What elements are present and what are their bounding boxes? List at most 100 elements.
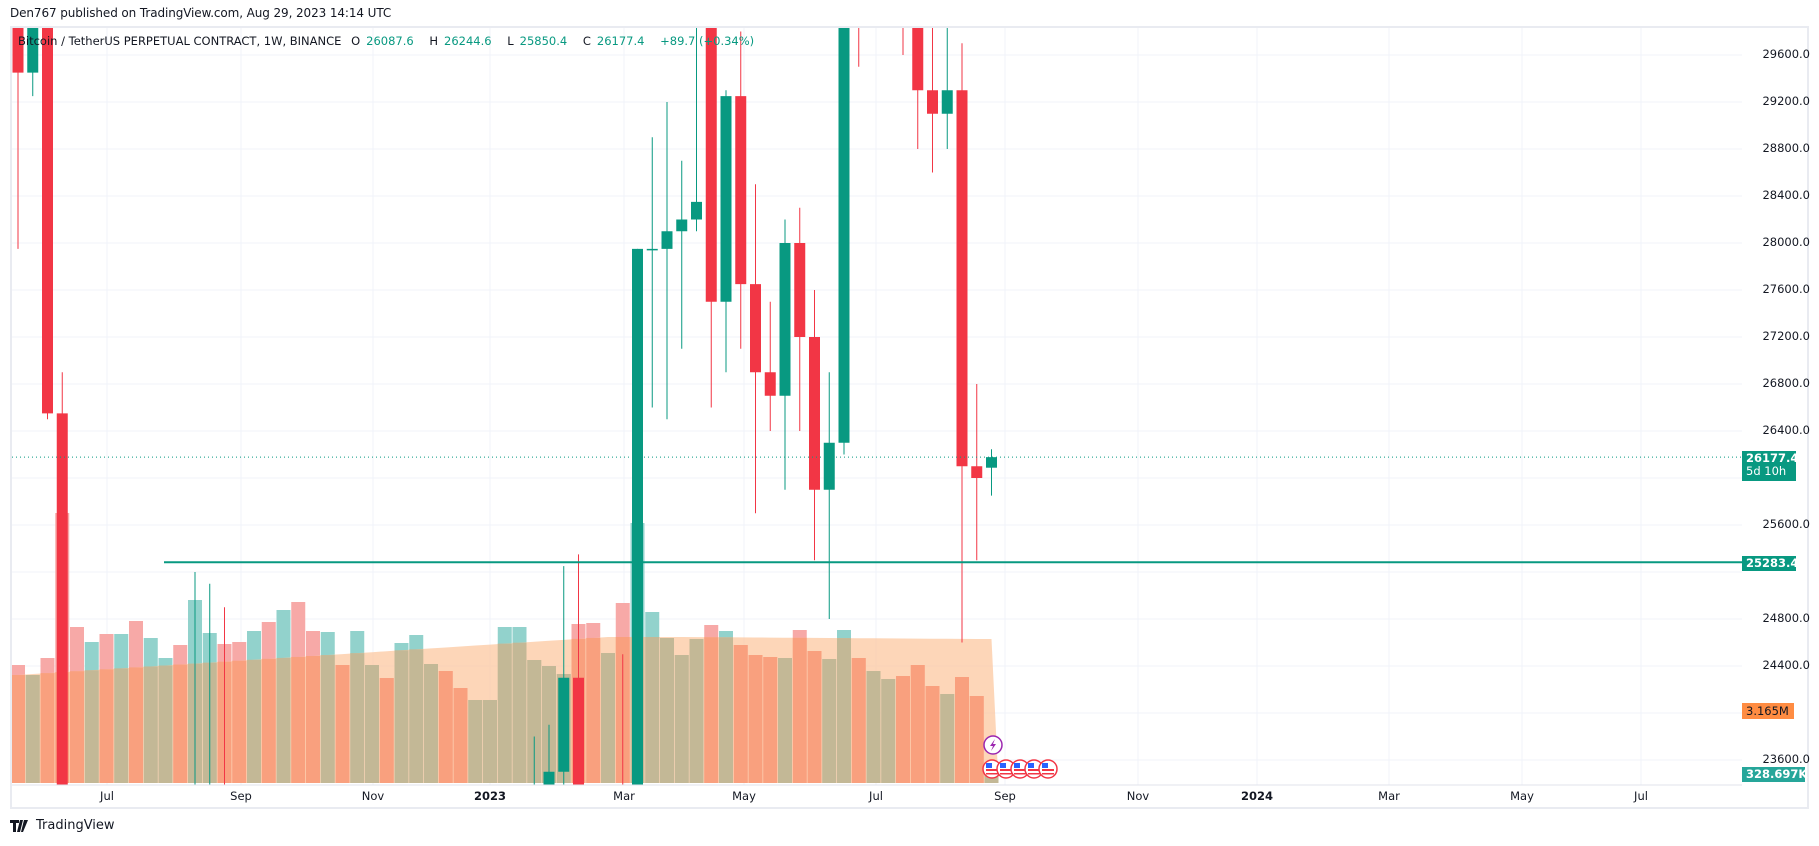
volume-bar-overlap [910,665,925,783]
ohlc-change: +89.7 (+0.34%) [660,34,755,48]
price-tick-label: 23600.0 [1762,752,1810,766]
symbol-title[interactable]: Bitcoin / TetherUS PERPETUAL CONTRACT, 1… [18,34,342,48]
volume-bar-overlap [143,666,158,783]
ohlc-high: H 26244.6 [429,34,492,48]
volume-bar-overlap [866,671,881,783]
volume-bar-overlap [704,637,719,783]
candle-body [646,248,658,251]
volume-bar-overlap [497,643,512,783]
volume-bar-overlap [12,675,25,783]
price-tick-label: 29600.0 [1762,47,1810,61]
volume-bar-overlap [586,637,601,783]
candle-body [823,442,835,490]
candle-body [912,28,924,91]
volume-bar-overlap [925,686,940,783]
volume-bar-overlap [822,659,837,783]
flag-canton [1014,763,1020,768]
candle-body [750,284,761,373]
candle-body [632,248,643,785]
price-tick-label: 27600.0 [1762,282,1810,296]
volume-bar-overlap [158,665,173,783]
volume-bar-overlap [261,658,276,783]
volume-tag: 328.697K [1742,767,1807,782]
flag-stripe [1042,769,1054,771]
volume-bar-overlap [689,639,704,783]
volume-bar-overlap [896,676,910,783]
price-tick-label: 25600.0 [1762,517,1810,531]
volume-bar-overlap [851,658,866,783]
tradingview-logo-icon [10,819,28,832]
flag-canton [1028,763,1034,768]
volume-bar-overlap [837,638,851,783]
time-tick-label: Sep [994,789,1016,803]
flag-stripe [1028,773,1040,775]
volume-bar-overlap [394,650,409,783]
candle-body [543,771,555,785]
flag-canton [1042,763,1048,768]
price-tick-label: 24400.0 [1762,658,1810,672]
volume-bar-overlap [409,649,424,783]
flag-stripe [1014,769,1026,771]
volume-bar-overlap [483,700,497,783]
time-tick-label: Nov [361,789,385,803]
volume-bar-overlap [969,696,984,783]
candle-body [941,90,953,114]
time-tick-label: Jul [869,789,883,803]
candle-body [779,243,791,396]
time-tick-label: May [1510,789,1534,803]
time-tick-label: Sep [230,789,252,803]
flag-stripe [1014,773,1026,775]
volume-bar-overlap [173,664,188,783]
candle-body [720,96,732,302]
candle-body [705,28,717,302]
candle-body [56,413,68,785]
volume-bar-overlap [350,653,365,783]
volume-bar-overlap [276,657,291,783]
volume-bar-overlap [306,656,320,783]
volume-bar-overlap [84,670,99,783]
volume-bar-overlap [291,656,306,783]
candle-body [12,28,24,73]
volume-bar-overlap [129,667,143,783]
volume-bar-overlap [320,655,335,783]
volume-bar-overlap [438,671,453,783]
candle-body [794,243,806,337]
level-price-tag: 25283.4 [1742,556,1798,571]
volume-bar-overlap [955,677,969,783]
ohlc-low: L 25850.4 [507,34,568,48]
volume-bar-overlap [335,665,350,783]
tradingview-brand[interactable]: TradingView [10,818,115,833]
volume-bar-overlap [232,660,247,783]
candle-body [986,457,997,468]
price-tick-label: 28800.0 [1762,141,1810,155]
volume-bar-overlap [424,664,438,783]
candle-body [764,372,776,396]
flag-canton [1000,763,1006,768]
price-tick-label: 28000.0 [1762,235,1810,249]
volume-bar-overlap [940,694,955,783]
volume-bar-overlap [674,655,689,783]
candle-body [529,831,540,846]
volume-ma-tag: 3.165M [1742,703,1794,719]
volume-bar-overlap [379,678,394,783]
volume-bar-overlap [70,671,84,783]
volume-bar-overlap [881,679,896,783]
time-tick-label: Nov [1126,789,1150,803]
candle-body [661,231,673,249]
volume-bar-overlap [733,645,748,783]
volume-bar-overlap [763,657,778,783]
candle-body [42,28,53,414]
symbol-legend: Bitcoin / TetherUS PERPETUAL CONTRACT, 1… [18,34,760,48]
volume-bar-overlap [645,637,660,783]
volume-bar-overlap [40,673,55,783]
price-tick-label: 28400.0 [1762,188,1810,202]
volume-bar-overlap [601,653,615,783]
flag-stripe [1000,773,1012,775]
volume-bar-overlap [719,637,733,783]
price-tick-label: 26400.0 [1762,423,1810,437]
volume-bar-overlap [807,651,822,783]
last-price-tag: 26177.4 5d 10h [1742,451,1798,481]
volume-bar-overlap [365,665,379,783]
time-tick-label: May [732,789,756,803]
